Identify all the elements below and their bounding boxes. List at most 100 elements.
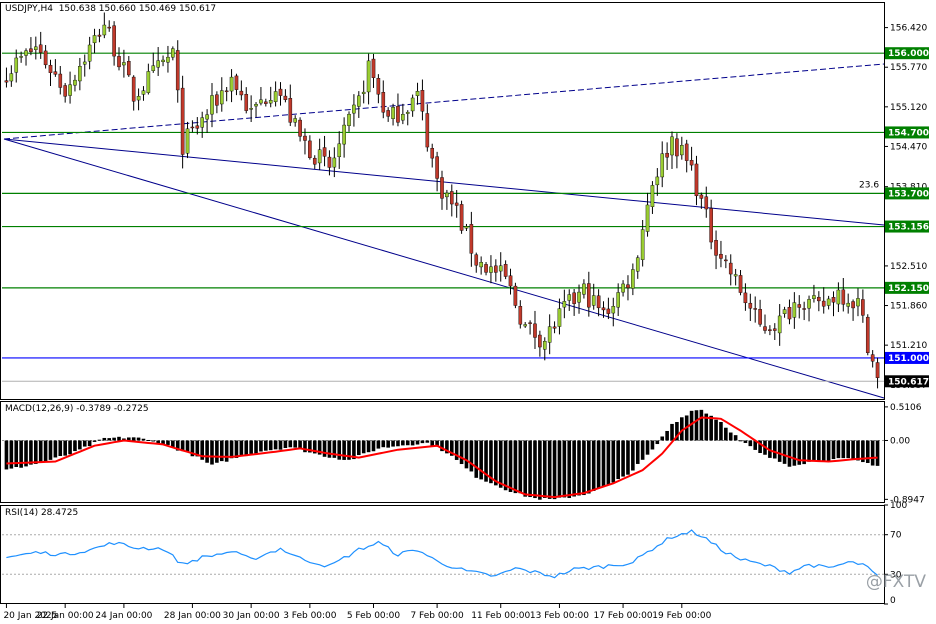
candle-bull [357,95,361,107]
macd-histogram-bar [268,440,273,451]
macd-histogram-bar [542,440,547,498]
price-tick-label: 151.210 [890,341,927,351]
candle-bear [303,135,307,141]
macd-histogram-bar [4,440,9,470]
candle-bull [352,104,356,114]
price-pane-frame [0,2,885,400]
candle-bear [699,194,704,199]
candle-bear [875,362,880,379]
macd-histogram-bar [464,440,469,469]
candle-bull [445,192,449,198]
candle-bear [308,140,312,158]
candle-bull [102,24,107,36]
macd-histogram-bar [675,422,679,441]
macd-histogram-bar [327,440,332,458]
macd-histogram-bar [224,440,229,462]
candle-bull [200,117,205,128]
fib-level-label: 23.6 [859,180,879,190]
x-tick-label: 24 Jan 00:00 [95,611,152,621]
candle-bear [484,264,488,273]
rsi-tick-label: 0 [890,596,896,606]
candle-bull [679,145,684,156]
macd-histogram-bar [870,440,875,466]
macd-histogram-bar [78,440,82,450]
macd-histogram-bar [831,440,836,460]
candle-bull [498,265,503,272]
macd-histogram-bar [122,438,126,441]
macd-histogram-bar [166,440,170,445]
candle-bull [141,90,146,95]
macd-histogram-bar [498,440,503,488]
candle-bear [126,61,131,76]
candle-bear [518,306,523,325]
candle-bear [861,299,865,316]
candle-bull [591,295,596,306]
candle-bull [92,35,97,44]
macd-histogram-bar [861,440,865,463]
candle-bull [205,114,209,120]
macd-histogram-bar [699,409,704,441]
price-tag-box [885,281,929,294]
candle-bear [743,292,748,304]
macd-histogram-bar [875,440,880,466]
macd-signal-line [6,416,878,499]
macd-histogram-bar [342,440,346,460]
macd-histogram-bar [596,440,601,489]
candle-bear [797,304,802,308]
candle-bull [464,226,469,229]
macd-histogram-bar [185,440,190,452]
candle-bear [768,329,772,331]
watermark-text: @FXTV [865,572,926,592]
candle-bear [283,95,288,100]
macd-histogram-bar [146,439,151,441]
macd-histogram-bar [312,440,317,454]
macd-histogram-bar [743,440,748,443]
candle-bull [82,61,87,65]
price-tick-label: 155.120 [890,103,927,113]
candle-bull [151,65,156,71]
candle-bear [97,34,102,37]
macd-histogram-bar [518,440,523,494]
macd-histogram-bar [445,440,449,454]
candle-bear [48,64,53,73]
macd-histogram-bar [479,440,483,480]
macd-histogram-bar [386,440,390,448]
candle-bull [777,315,782,334]
candle-bear [626,284,630,289]
candle-bull [405,111,410,114]
candle-bull [268,100,273,104]
candle-bull [846,302,850,307]
macd-histogram-bar [401,440,405,446]
candle-bear [278,88,283,96]
candle-bull [73,79,77,86]
macd-histogram-bar [136,437,141,441]
price-tick-label: 154.470 [890,142,927,152]
macd-title: MACD(12,26,9) -0.3789 -0.2725 [5,404,149,414]
candle-bear [606,308,611,314]
candle-bull [489,266,493,273]
macd-histogram-bar [38,440,43,463]
candle-bull [171,48,175,58]
candle-bear [449,191,454,205]
macd-histogram-bar [405,440,410,446]
macd-histogram-bar [587,440,591,494]
candle-bear [694,163,699,197]
candle-bear [821,300,826,307]
candle-bear [724,259,728,262]
macd-histogram-bar [528,440,532,498]
macd-histogram-bar [626,440,630,475]
macd-histogram-bar [102,437,107,441]
candle-bear [4,80,9,83]
candle-bull [812,295,816,299]
macd-histogram-bar [195,440,200,457]
macd-histogram-bar [611,440,616,483]
macd-histogram-bar [322,440,327,457]
macd-histogram-bar [332,440,337,458]
macd-histogram-bar [29,440,33,465]
macd-histogram-bar [547,440,552,499]
macd-histogram-bar [87,440,92,447]
macd-histogram-bar [43,440,48,462]
macd-histogram-bar [288,440,293,448]
macd-histogram-bar [817,440,821,462]
